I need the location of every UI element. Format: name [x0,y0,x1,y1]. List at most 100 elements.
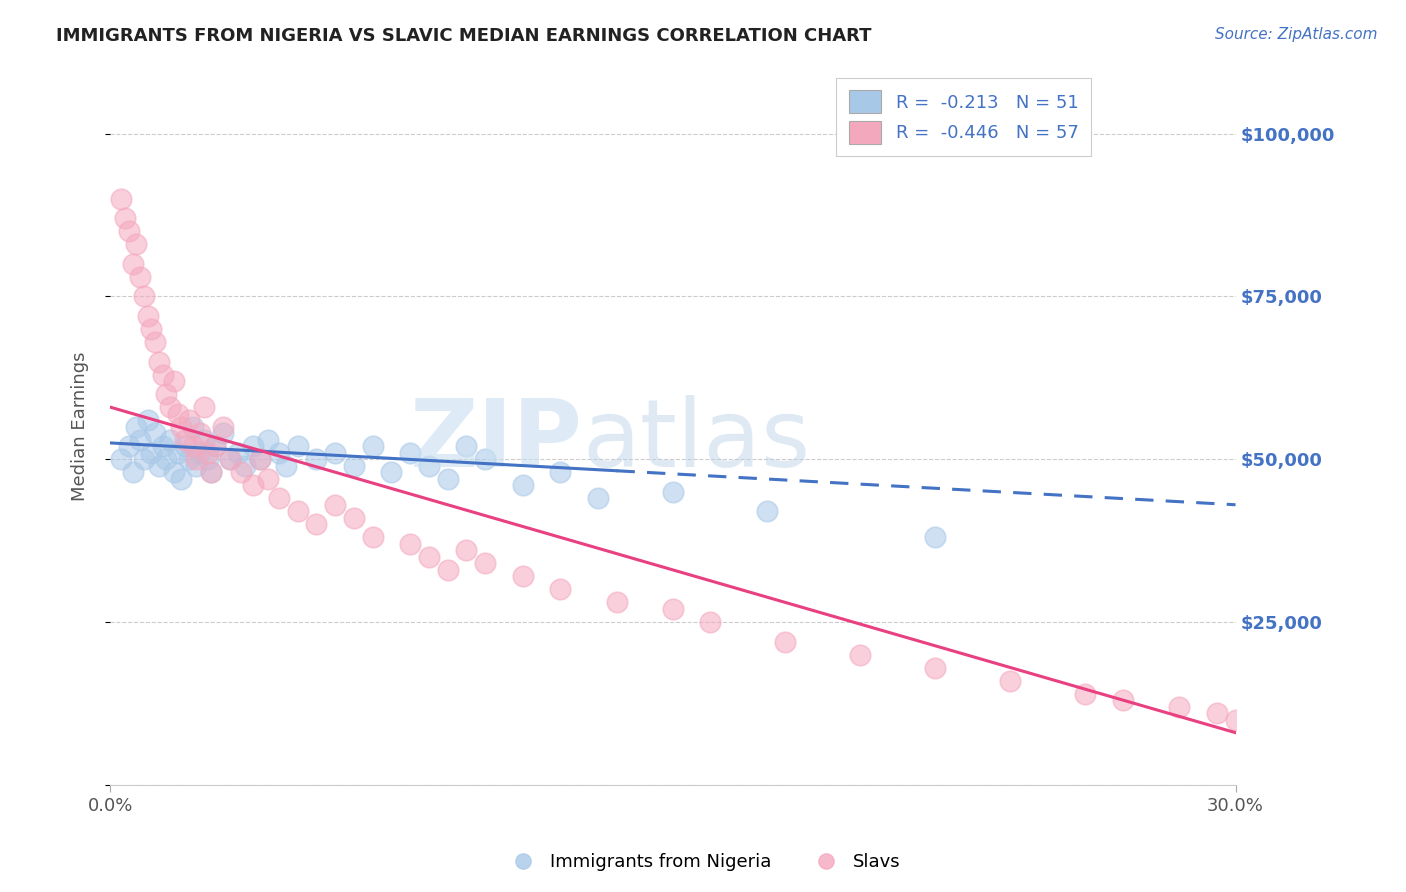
Point [1074,687,1097,701]
Point [343,510,366,524]
Point [110,452,132,467]
Point [474,452,496,467]
Point [211,426,233,441]
Point [193,400,215,414]
Text: atlas: atlas [582,395,811,487]
Text: ZIP: ZIP [411,395,582,487]
Point [456,439,478,453]
Point [924,530,946,544]
Point [174,433,197,447]
Point [256,433,278,447]
Point [1168,699,1191,714]
Point [256,472,278,486]
Point [143,334,166,349]
Point [924,660,946,674]
Y-axis label: Median Earnings: Median Earnings [72,351,89,501]
Point [188,426,211,441]
Legend: R =  -0.213   N = 51, R =  -0.446   N = 57: R = -0.213 N = 51, R = -0.446 N = 57 [837,78,1091,156]
Point [152,439,174,453]
Point [166,445,188,459]
Point [343,458,366,473]
Point [226,445,249,459]
Legend: Immigrants from Nigeria, Slavs: Immigrants from Nigeria, Slavs [498,847,908,879]
Point [110,192,132,206]
Point [586,491,609,506]
Point [143,426,166,441]
Point [181,439,204,453]
Point [155,452,177,467]
Point [132,452,155,467]
Point [361,439,384,453]
Point [118,224,141,238]
Point [242,439,264,453]
Point [1000,673,1022,688]
Point [276,458,298,473]
Point [231,465,253,479]
Point [121,257,143,271]
Point [399,537,422,551]
Point [121,465,143,479]
Point [399,445,422,459]
Point [1225,713,1247,727]
Point [197,452,219,467]
Point [177,413,200,427]
Point [323,498,346,512]
Point [136,309,159,323]
Point [775,634,797,648]
Point [148,354,170,368]
Point [125,237,148,252]
Point [163,465,186,479]
Text: Source: ZipAtlas.com: Source: ZipAtlas.com [1215,27,1378,42]
Point [249,452,271,467]
Point [305,517,328,532]
Point [200,465,222,479]
Point [114,211,136,226]
Point [474,557,496,571]
Point [219,452,242,467]
Point [174,439,197,453]
Point [177,452,200,467]
Point [211,419,233,434]
Point [287,439,309,453]
Point [267,491,290,506]
Point [129,269,152,284]
Point [200,465,222,479]
Point [305,452,328,467]
Point [166,407,188,421]
Text: IMMIGRANTS FROM NIGERIA VS SLAVIC MEDIAN EARNINGS CORRELATION CHART: IMMIGRANTS FROM NIGERIA VS SLAVIC MEDIAN… [56,27,872,45]
Point [219,452,242,467]
Point [662,602,685,616]
Point [418,458,440,473]
Point [204,439,226,453]
Point [436,563,458,577]
Point [125,419,148,434]
Point [159,400,181,414]
Point [436,472,458,486]
Point [755,504,778,518]
Point [136,413,159,427]
Point [548,465,571,479]
Point [548,582,571,597]
Point [605,595,627,609]
Point [512,478,534,492]
Point [170,419,193,434]
Point [380,465,402,479]
Point [129,433,152,447]
Point [197,445,219,459]
Point [849,648,872,662]
Point [1205,706,1227,720]
Point [456,543,478,558]
Point [267,445,290,459]
Point [159,433,181,447]
Point [1112,693,1135,707]
Point [699,615,721,629]
Point [163,374,186,388]
Point [148,458,170,473]
Point [118,439,141,453]
Point [361,530,384,544]
Point [188,445,211,459]
Point [662,484,685,499]
Point [152,368,174,382]
Point [204,439,226,453]
Point [170,472,193,486]
